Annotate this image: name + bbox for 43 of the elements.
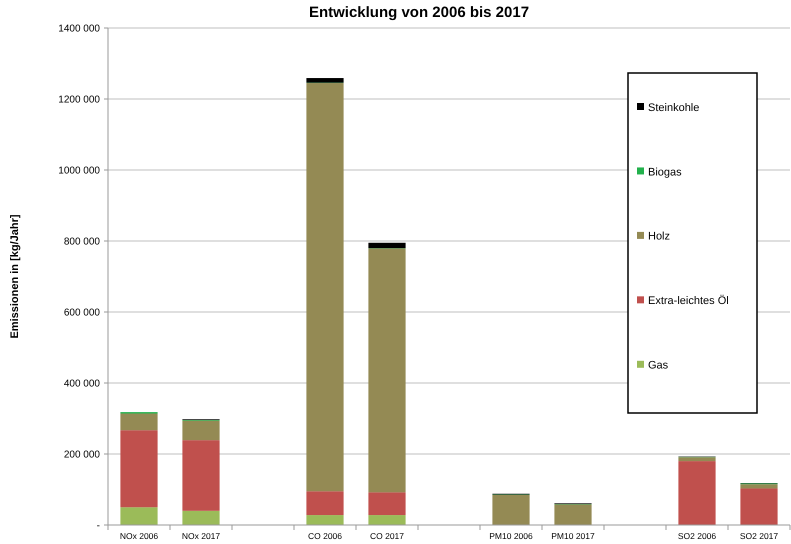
x-tick-label: CO 2006 xyxy=(308,531,342,541)
y-tick-label: - xyxy=(96,520,100,532)
x-tick-label: NOx 2017 xyxy=(182,531,220,541)
y-axis-title: Emissionen in [kg/Jahr] xyxy=(9,214,21,339)
bar xyxy=(492,494,530,525)
x-tick-label: CO 2017 xyxy=(370,531,404,541)
legend-label: Holz xyxy=(648,230,670,243)
y-tick-label: 1200 000 xyxy=(58,94,100,106)
bar xyxy=(368,492,406,516)
y-tick-label: 600 000 xyxy=(64,308,100,318)
x-tick-label: PM10 2017 xyxy=(551,531,596,541)
legend-label: Gas xyxy=(648,360,669,372)
bar xyxy=(368,515,406,525)
x-tick-label: PM10 2006 xyxy=(489,531,534,541)
bar xyxy=(182,440,220,511)
x-tick-label: NOx 2006 xyxy=(120,531,158,541)
y-tick-label: 200 000 xyxy=(64,450,100,460)
bar xyxy=(120,430,158,508)
bar xyxy=(740,488,778,525)
bar xyxy=(306,83,344,492)
x-tick-label: SO2 2006 xyxy=(678,531,716,541)
bar xyxy=(306,515,344,525)
legend-label: Steinkohle xyxy=(648,102,700,114)
bar xyxy=(368,242,406,248)
x-tick-label: SO2 2017 xyxy=(740,531,778,541)
y-tick-label: 800 000 xyxy=(64,236,100,248)
bar xyxy=(306,78,344,83)
legend-label: Extra-leichtes Öl xyxy=(648,294,729,308)
bar xyxy=(120,414,158,430)
bar xyxy=(182,420,220,440)
legend-label: Biogas xyxy=(648,166,682,178)
y-tick-label: 1000 000 xyxy=(58,166,100,176)
bar xyxy=(306,491,344,516)
bar xyxy=(740,484,778,488)
bar xyxy=(678,457,716,462)
bar xyxy=(182,510,220,525)
y-tick-label: 1400 000 xyxy=(58,24,100,34)
chart-title: Entwicklung von 2006 bis 2017 xyxy=(308,4,530,21)
bar xyxy=(368,248,406,492)
y-tick-label: 400 000 xyxy=(64,378,100,390)
bar xyxy=(120,507,158,525)
bar xyxy=(554,504,592,525)
bar xyxy=(678,461,716,525)
